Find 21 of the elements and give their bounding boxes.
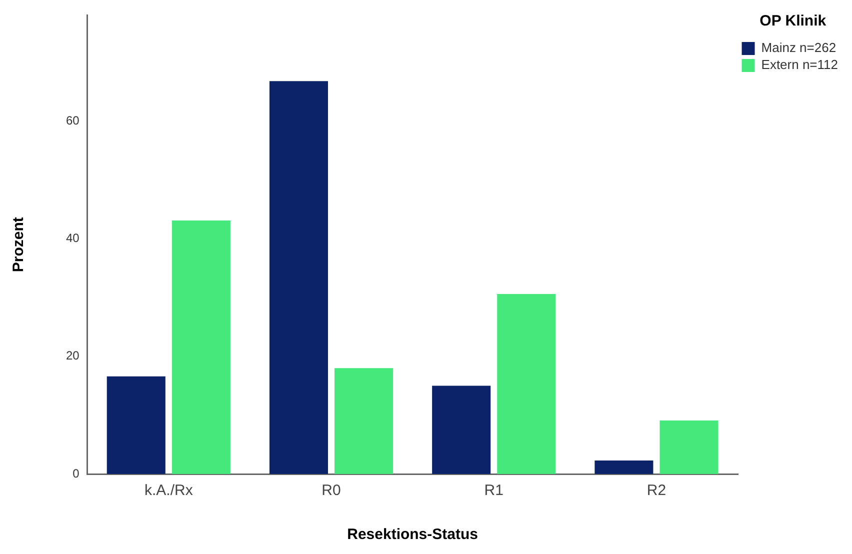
bar (172, 220, 230, 474)
y-tick-label: 60 (66, 113, 80, 128)
legend-label: Mainz n=262 (761, 40, 836, 56)
x-axis-title: Resektions-Status (347, 526, 478, 544)
y-tick-label: 20 (66, 348, 80, 363)
bar (432, 386, 491, 474)
bar (497, 294, 556, 474)
x-tick-label: k.A./Rx (144, 482, 194, 500)
bar (334, 368, 394, 474)
x-tick-label: R0 (322, 482, 341, 500)
bar (660, 420, 718, 474)
bar (594, 460, 654, 474)
bar (106, 376, 166, 474)
x-tick-label: R2 (646, 482, 666, 500)
legend-title: OP Klinik (760, 12, 827, 30)
bar (269, 81, 328, 474)
x-tick-label: R1 (484, 482, 504, 500)
y-axis-title: Prozent (10, 217, 28, 272)
y-tick-label: 0 (72, 466, 80, 480)
y-tick-label: 40 (66, 231, 80, 246)
legend-label: Extern n=112 (761, 57, 838, 72)
